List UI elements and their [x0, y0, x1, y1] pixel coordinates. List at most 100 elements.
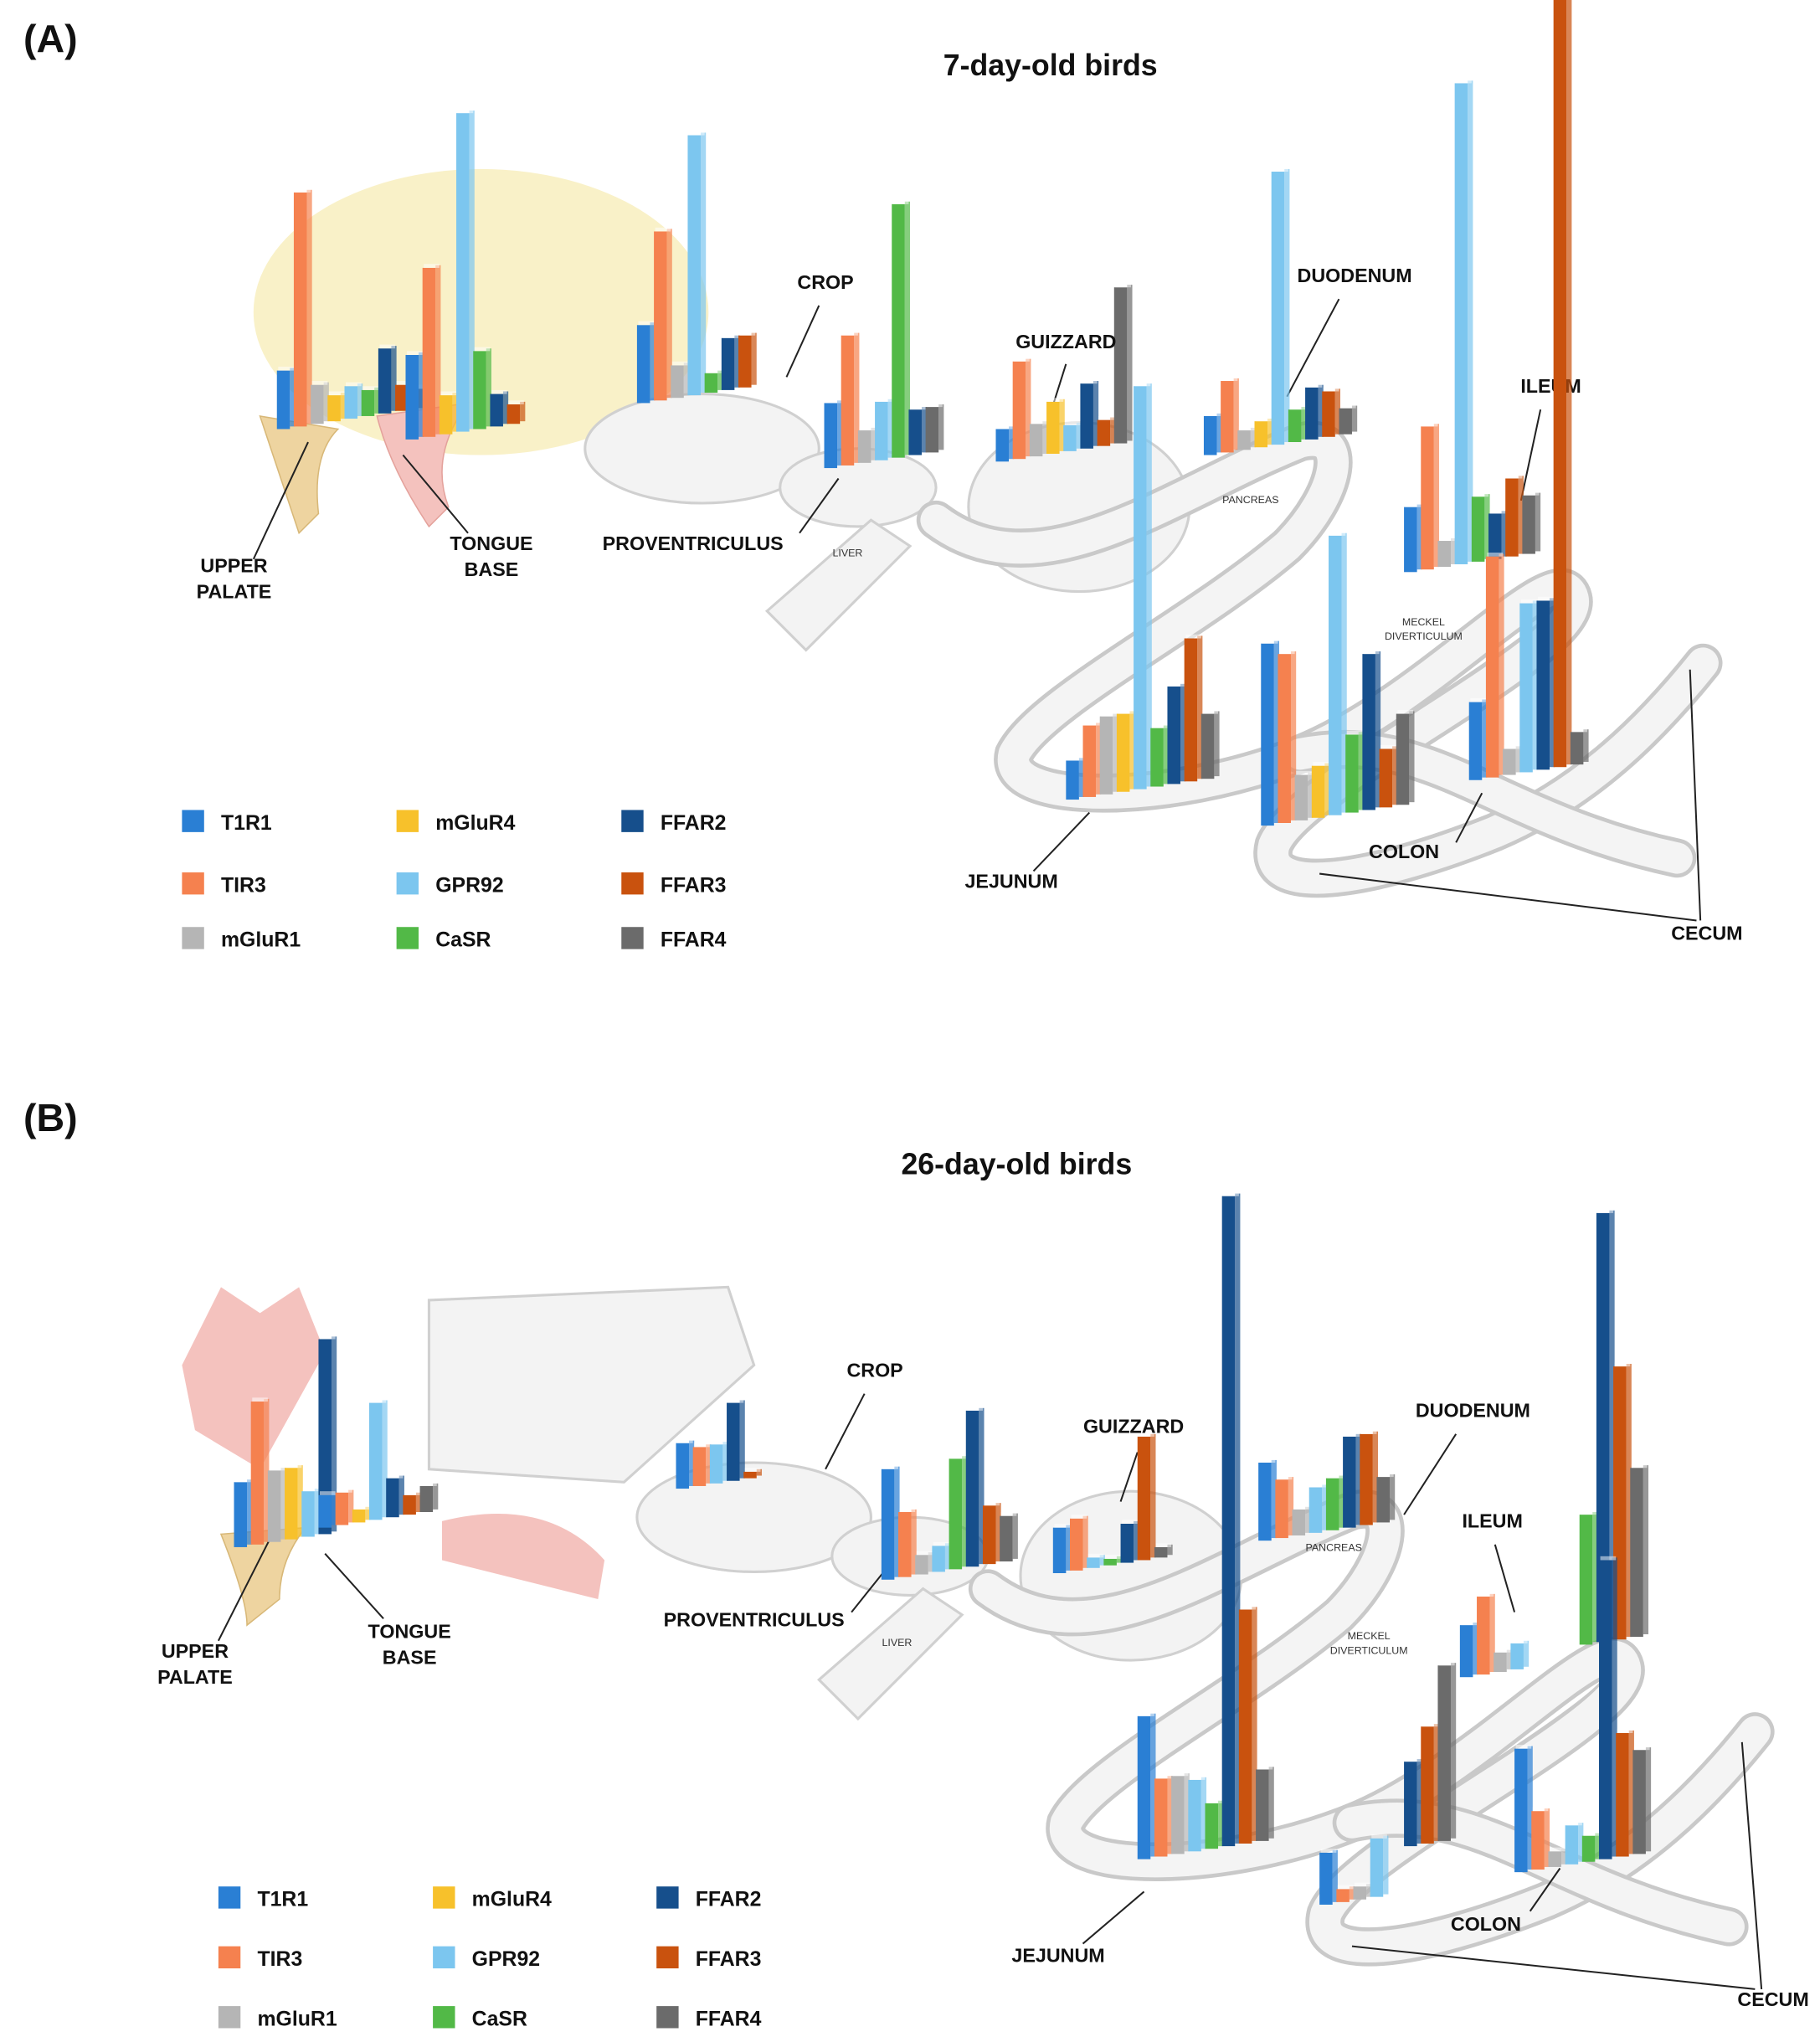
- bar-top: [311, 381, 328, 385]
- region-label-line: JEJUNUM: [1011, 1944, 1104, 1966]
- bar-side: [1235, 1193, 1241, 1844]
- bar-top: [1238, 426, 1255, 431]
- legend-label: T1R1: [257, 1889, 308, 1911]
- bar-top: [362, 386, 378, 390]
- bar: [1254, 421, 1268, 448]
- bar-top: [1257, 1765, 1273, 1770]
- bar: [1360, 1433, 1373, 1525]
- bar: [875, 401, 888, 460]
- bar-side: [689, 1440, 695, 1486]
- bar: [1488, 513, 1502, 559]
- bar-top: [655, 227, 671, 232]
- bar: [1630, 1468, 1643, 1638]
- bar: [1205, 1803, 1219, 1849]
- bar: [490, 393, 503, 427]
- bar: [915, 1555, 928, 1575]
- bar-side: [1099, 1555, 1105, 1566]
- leader-line: [402, 454, 469, 534]
- bar-top: [1538, 596, 1554, 601]
- bar: [1099, 716, 1113, 795]
- bar-top: [1289, 405, 1306, 410]
- region-label-line: TONGUE: [368, 1621, 451, 1643]
- region-label-line: DUODENUM: [1298, 265, 1412, 286]
- bar-top: [1151, 723, 1168, 728]
- bar-side: [1214, 711, 1220, 777]
- region-label: PROVENTRICULUS: [603, 532, 784, 554]
- bar-side: [1473, 1623, 1478, 1675]
- bar-side: [1468, 80, 1473, 562]
- bar-side: [1409, 711, 1415, 803]
- region-label: DUODENUM: [1416, 1400, 1530, 1422]
- bar-top: [984, 1501, 1000, 1506]
- bar-side: [938, 404, 944, 450]
- bar-side: [247, 1479, 253, 1545]
- bar: [1565, 1825, 1579, 1865]
- legend-swatch: [656, 2006, 679, 2029]
- bar: [841, 335, 855, 465]
- bar-side: [1200, 1777, 1207, 1849]
- bar-top: [1272, 167, 1288, 172]
- bar: [932, 1546, 945, 1572]
- bar-side: [1349, 1886, 1355, 1900]
- bar: [995, 429, 1010, 462]
- bar: [1579, 1515, 1593, 1645]
- region-label-line: PROVENTRICULUS: [664, 1609, 845, 1631]
- bar-top: [677, 1439, 693, 1443]
- bar-side: [1583, 729, 1589, 763]
- bar-side: [331, 1336, 337, 1532]
- bar-side: [469, 111, 475, 429]
- legend-swatch: [182, 927, 204, 949]
- bar-top: [320, 1491, 336, 1495]
- bar-top: [1614, 1362, 1631, 1367]
- bar: [1080, 383, 1093, 449]
- bar-side: [1252, 1607, 1257, 1841]
- bar-top: [1371, 1834, 1387, 1839]
- bar-top: [396, 381, 413, 385]
- region-label: UPPER PALATE: [197, 554, 272, 602]
- bar: [318, 1494, 332, 1528]
- bar-side: [1078, 758, 1085, 797]
- bar-side: [1532, 600, 1539, 770]
- bar: [892, 203, 905, 458]
- bar: [1548, 1851, 1561, 1867]
- leader-line: [1119, 1452, 1139, 1502]
- bar-top: [882, 1465, 899, 1469]
- bar: [1137, 1436, 1151, 1561]
- bar: [738, 335, 752, 388]
- bar-side: [1334, 388, 1340, 435]
- bar-side: [751, 332, 757, 385]
- bar-top: [927, 403, 943, 408]
- bar-side: [1127, 285, 1133, 441]
- bar: [1200, 713, 1215, 779]
- bar-top: [967, 1407, 983, 1411]
- bar-side: [1059, 399, 1065, 451]
- bar-top: [1310, 1483, 1326, 1488]
- bar-top: [302, 1487, 319, 1492]
- bar: [1238, 1609, 1252, 1844]
- region-label-line: PALATE: [197, 580, 272, 602]
- bar-side: [486, 348, 491, 427]
- bar-top: [1320, 1849, 1337, 1853]
- bar-top: [1456, 79, 1472, 84]
- bar: [352, 1509, 366, 1523]
- bar-top: [1397, 709, 1413, 714]
- bar: [1599, 1560, 1612, 1859]
- legend-swatch: [656, 1886, 679, 1909]
- bar-side: [1129, 711, 1135, 790]
- legend-label: CaSR: [472, 2008, 527, 2030]
- bar-side: [1392, 746, 1398, 805]
- bar-side: [1609, 1210, 1615, 1640]
- bar-top: [1631, 1463, 1648, 1468]
- region-label-line: UPPER: [162, 1640, 229, 1662]
- legend-label: TIR3: [257, 1948, 302, 1971]
- bar-side: [1167, 1544, 1173, 1556]
- head-shape: [253, 168, 709, 455]
- bar-top: [1360, 1430, 1377, 1434]
- bar: [1087, 1557, 1100, 1568]
- bar-top: [997, 424, 1013, 429]
- bar: [1154, 1546, 1168, 1558]
- bar: [1570, 732, 1584, 765]
- bar-side: [734, 335, 740, 388]
- bar-side: [1324, 763, 1330, 815]
- bar: [704, 373, 718, 393]
